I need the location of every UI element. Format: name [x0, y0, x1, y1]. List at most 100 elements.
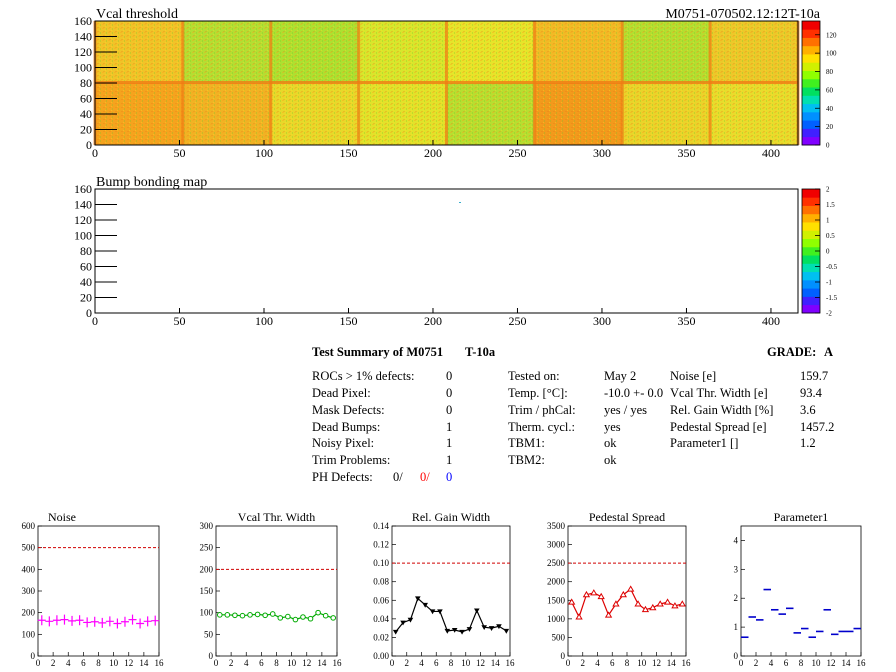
map1-colorbar: 0 20 40 60 80 100 120 [801, 20, 837, 150]
x-tick-label: 8 [449, 658, 454, 668]
color-step [802, 128, 820, 138]
data-point [322, 612, 329, 619]
y-tick-label: 2000 [547, 577, 566, 587]
data-point [656, 600, 664, 607]
colorbar-tick-label: 20 [826, 123, 834, 131]
y-tick-label: 20 [80, 291, 92, 305]
result-value: 159.7 [800, 369, 829, 383]
x-tick-label: 2 [581, 658, 586, 668]
x-tick-label: 250 [508, 146, 526, 160]
x-tick-label: 350 [677, 314, 695, 328]
data-point [83, 617, 92, 628]
condition-label: TBM1: [508, 436, 545, 450]
data-point [68, 615, 77, 626]
x-tick-label: 4 [419, 658, 424, 668]
y-tick-label: 0.06 [373, 595, 389, 605]
y-tick-label: 0.04 [373, 614, 389, 624]
data-point [678, 600, 686, 607]
data-point [496, 624, 502, 630]
condition-value: yes [604, 420, 621, 434]
x-tick-label: 200 [424, 314, 442, 328]
color-step [802, 304, 820, 314]
x-tick-label: 400 [762, 314, 780, 328]
x-tick-label: 100 [255, 314, 273, 328]
y-tick-label: 150 [200, 586, 214, 596]
color-step [802, 62, 820, 71]
x-tick-label: 10 [287, 658, 297, 668]
y-tick-label: 20 [80, 123, 92, 137]
plot-frame [567, 525, 687, 657]
x-tick-label: 0 [92, 314, 98, 328]
data-point [604, 611, 613, 618]
y-tick-label: 60 [80, 260, 92, 274]
color-step [802, 95, 820, 105]
condition-label: Tested on: [508, 369, 560, 383]
color-step [802, 29, 820, 38]
y-tick-label: 500 [22, 543, 36, 553]
y-tick-label: 0 [209, 651, 214, 661]
x-tick-label: 50 [173, 146, 185, 160]
color-step [802, 103, 820, 113]
color-step [802, 213, 820, 223]
color-step [802, 120, 820, 129]
color-step [802, 288, 820, 297]
data-point [269, 611, 276, 617]
x-tick-label: 100 [255, 146, 273, 160]
color-step [802, 279, 820, 289]
result-value: 1457.2 [800, 420, 835, 434]
bump-defect-mark [459, 202, 461, 203]
data-point [315, 609, 321, 616]
y-tick-label: 0.10 [373, 558, 389, 568]
color-step [802, 87, 820, 96]
x-tick-label: 2 [229, 658, 234, 668]
color-step [802, 296, 820, 306]
x-tick-label: 0 [92, 146, 98, 160]
y-tick-label: 40 [80, 107, 92, 121]
x-tick-label: 2 [51, 658, 56, 668]
x-tick-label: 8 [274, 658, 279, 668]
y-tick-label: 0.02 [373, 632, 389, 642]
x-tick-label: 6 [784, 658, 789, 668]
color-step [802, 197, 820, 206]
y-tick-label: 500 [552, 632, 566, 642]
ph-defects-value-1: 0/ [393, 470, 403, 484]
data-point [597, 592, 605, 600]
x-tick-label: 4 [244, 658, 249, 668]
x-tick-label: 6 [81, 658, 86, 668]
module-id: M0751-070502.12:12T-10a [665, 7, 820, 22]
y-tick-label: 120 [74, 213, 92, 227]
data-point [568, 598, 576, 605]
x-tick-label: 12 [827, 658, 836, 668]
data-point [663, 598, 672, 605]
result-value: 1.2 [800, 436, 816, 450]
series-line [395, 597, 507, 633]
data-point [143, 616, 152, 627]
color-step [802, 21, 820, 30]
data-point [120, 616, 129, 627]
x-tick-label: 14 [317, 658, 327, 668]
data-point [392, 629, 399, 635]
y-tick-label: 100 [22, 629, 36, 639]
x-tick-label: 14 [842, 658, 852, 668]
x-tick-label: 14 [491, 658, 501, 668]
x-tick-label: 16 [333, 658, 343, 668]
x-tick-label: 12 [476, 658, 485, 668]
defect-label: Mask Defects: [312, 403, 385, 417]
condition-value: yes / yes [604, 403, 648, 417]
plot-title: Parameter1 [774, 510, 829, 524]
defect-label: Trim Problems: [312, 453, 391, 467]
result-value: 93.4 [800, 386, 822, 400]
condition-value: -10.0 +- 0.0 [604, 386, 664, 400]
defect-value: 1 [446, 453, 453, 467]
y-tick-label: 0.14 [373, 521, 389, 531]
plot-frame [215, 525, 338, 657]
data-point [128, 614, 137, 625]
y-tick-label: 140 [74, 30, 92, 44]
y-tick-label: 200 [22, 608, 36, 618]
data-point [247, 612, 253, 618]
data-point [459, 629, 465, 635]
x-tick-label: 4 [595, 658, 600, 668]
y-tick-label: 400 [22, 564, 36, 574]
x-tick-label: 150 [339, 146, 357, 160]
